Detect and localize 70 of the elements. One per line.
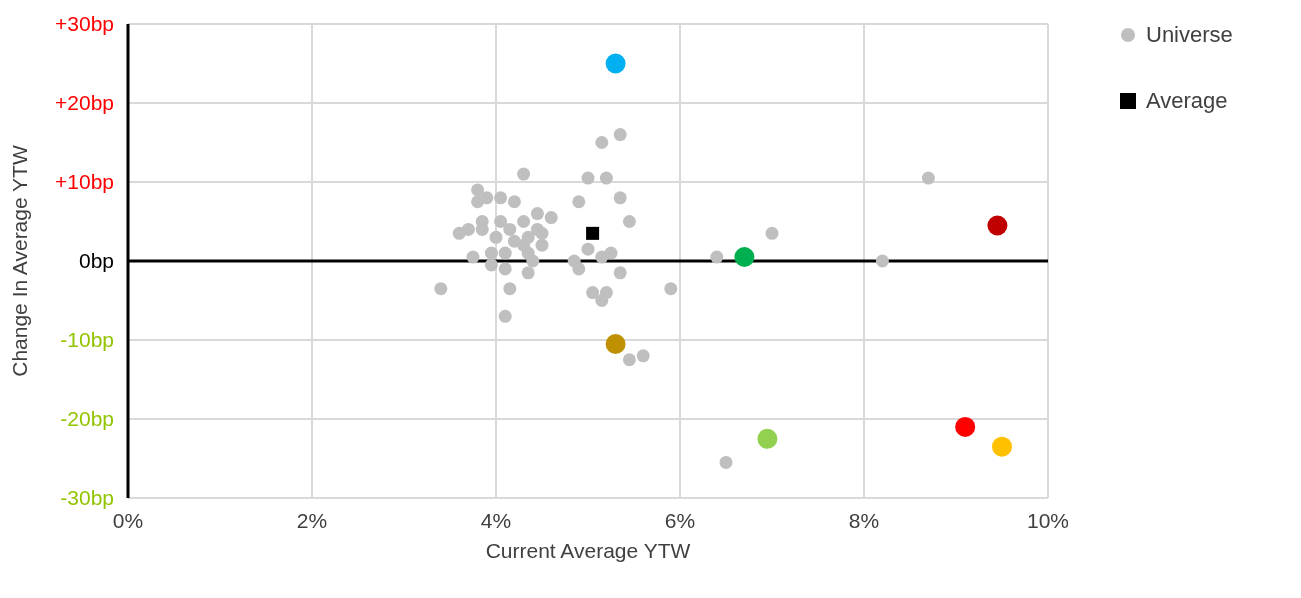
x-tick-label: 8% <box>848 509 880 532</box>
point <box>613 191 627 205</box>
point <box>586 286 600 300</box>
point <box>494 191 508 205</box>
point <box>526 254 540 268</box>
y-tick-label: -30bp <box>60 486 114 509</box>
point <box>987 215 1008 236</box>
point <box>489 230 503 244</box>
point <box>605 53 626 74</box>
point <box>461 222 475 236</box>
point <box>875 254 889 268</box>
point <box>613 266 627 280</box>
point <box>605 333 626 354</box>
point <box>507 195 521 209</box>
point <box>572 195 586 209</box>
point <box>517 167 531 181</box>
y-tick-label: 0bp <box>78 249 114 272</box>
x-axis-title: Current Average YTW <box>485 539 691 562</box>
point <box>636 349 650 363</box>
y-tick-label: -10bp <box>60 328 114 351</box>
point <box>622 353 636 367</box>
point <box>613 128 627 142</box>
x-tick-label: 4% <box>480 509 512 532</box>
point <box>498 309 512 323</box>
point <box>535 226 549 240</box>
point <box>586 226 600 240</box>
point <box>498 246 512 260</box>
point <box>530 207 544 221</box>
point <box>544 211 558 225</box>
point <box>599 171 613 185</box>
point <box>581 171 595 185</box>
y-axis-title: Change In Average YTW <box>8 145 32 377</box>
point <box>710 250 724 264</box>
y-tick-label: +10bp <box>55 170 114 193</box>
y-tick-label: +30bp <box>55 12 114 35</box>
point <box>535 238 549 252</box>
point <box>921 171 935 185</box>
point <box>664 282 678 296</box>
point <box>719 455 733 469</box>
y-tick-label: +20bp <box>55 91 114 114</box>
point <box>480 191 494 205</box>
point <box>595 136 609 149</box>
point <box>622 215 636 228</box>
point <box>992 436 1012 457</box>
x-tick-label: 2% <box>296 509 328 532</box>
legend-label: Average <box>1146 88 1228 114</box>
point <box>484 246 498 260</box>
point <box>765 226 779 240</box>
point <box>517 215 531 228</box>
point <box>604 246 618 260</box>
x-tick-label: 10% <box>1026 509 1070 532</box>
point <box>955 416 976 437</box>
x-tick-label: 6% <box>664 509 696 532</box>
point <box>494 215 508 228</box>
point <box>521 266 535 280</box>
y-tick-label: -20bp <box>60 407 114 430</box>
point <box>471 183 485 197</box>
point <box>503 282 517 296</box>
legend-label: Universe <box>1146 22 1233 48</box>
point <box>503 222 517 236</box>
point <box>434 282 448 296</box>
x-tick-label: 0% <box>112 509 144 532</box>
point <box>466 250 480 264</box>
point <box>595 294 609 307</box>
point <box>757 428 778 449</box>
point <box>581 242 595 256</box>
point <box>498 262 512 276</box>
point <box>734 247 755 268</box>
point <box>484 258 498 272</box>
point <box>572 262 586 276</box>
